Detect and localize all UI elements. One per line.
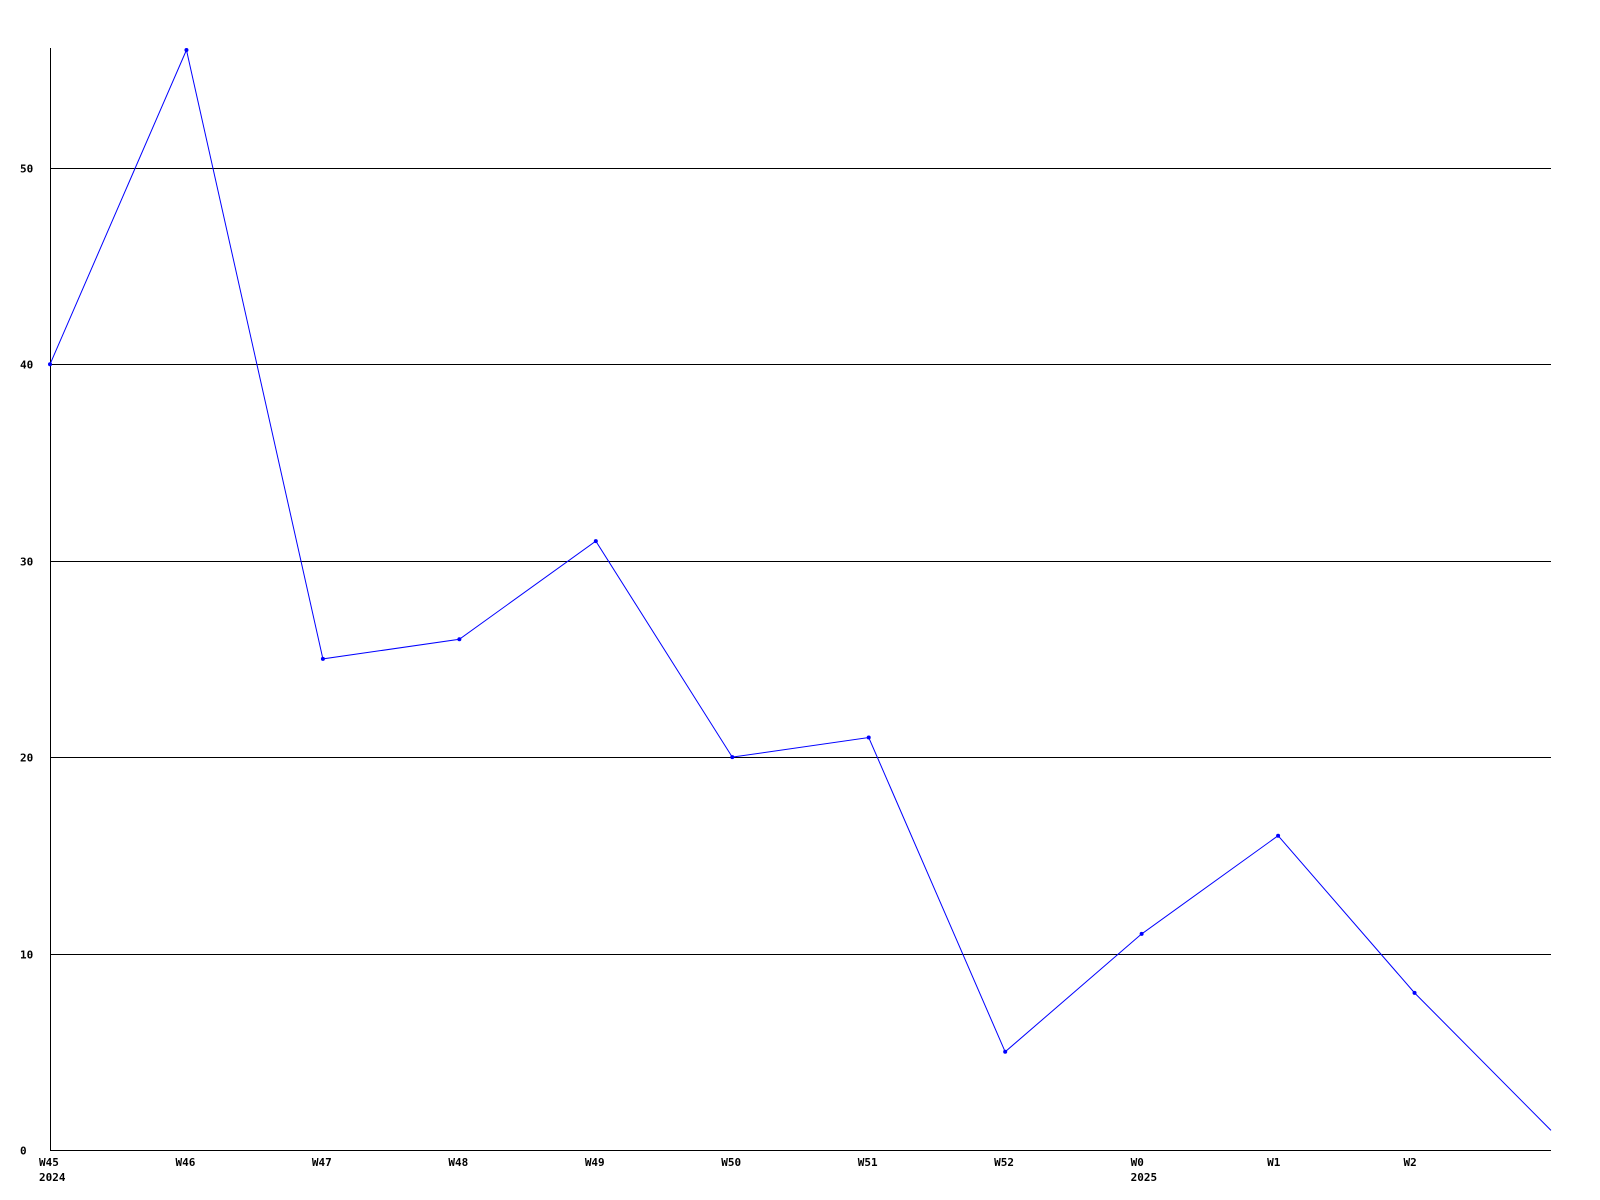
x-tick-label: W0 xyxy=(1131,1156,1144,1169)
x-tick-label: W50 xyxy=(721,1156,741,1169)
data-point xyxy=(1139,931,1144,936)
data-point xyxy=(1276,833,1281,838)
y-tick-label: 30 xyxy=(20,556,33,569)
x-tick-label: W1 xyxy=(1267,1156,1281,1169)
data-point xyxy=(866,735,871,740)
data-point xyxy=(184,48,189,52)
x-tick-label: W47 xyxy=(312,1156,332,1169)
y-tick-label: 10 xyxy=(20,949,33,962)
data-point xyxy=(1412,990,1417,995)
x-tick-label: W48 xyxy=(448,1156,468,1169)
data-point xyxy=(593,539,598,544)
x-tick-label: W2 xyxy=(1404,1156,1417,1169)
x-year-label: 2025 xyxy=(1131,1171,1158,1184)
data-point xyxy=(48,362,52,367)
x-tick-label: W52 xyxy=(994,1156,1014,1169)
x-year-label: 2024 xyxy=(39,1171,66,1184)
data-point xyxy=(730,755,735,760)
y-tick-label: 0 xyxy=(20,1145,27,1158)
x-tick-label: W49 xyxy=(585,1156,605,1169)
data-point xyxy=(457,637,462,642)
x-tick-label: W46 xyxy=(175,1156,195,1169)
x-tick-label: W45 xyxy=(39,1156,59,1169)
x-tick-label: W51 xyxy=(858,1156,878,1169)
series-line xyxy=(49,48,1552,1131)
y-tick-label: 40 xyxy=(20,359,33,372)
y-tick-label: 50 xyxy=(20,163,33,176)
data-point xyxy=(1003,1049,1008,1054)
data-point xyxy=(320,656,325,661)
y-tick-label: 20 xyxy=(20,752,33,765)
